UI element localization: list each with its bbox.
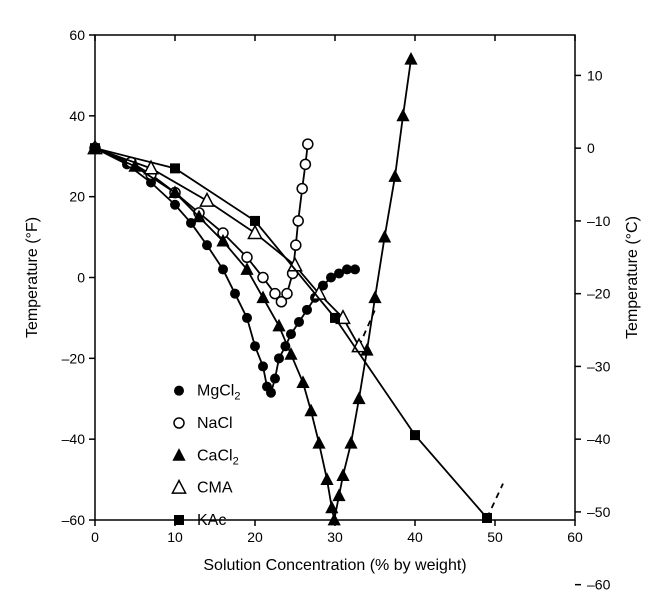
x-tick-label: 10 (167, 529, 183, 545)
yr-tick-label: –20 (587, 286, 611, 302)
yr-tick-label: 10 (587, 67, 603, 83)
yl-tick-label: –20 (62, 350, 86, 366)
y-axis-right-title: Temperature (°C) (624, 216, 641, 339)
x-tick-label: 60 (567, 529, 583, 545)
yl-tick-label: –40 (62, 431, 86, 447)
legend-label: NaCl (197, 415, 233, 432)
yl-tick-label: 20 (69, 189, 85, 205)
x-tick-label: 50 (487, 529, 503, 545)
yr-tick-label: –60 (587, 577, 611, 593)
yl-tick-label: –60 (62, 512, 86, 528)
yr-tick-label: –30 (587, 358, 611, 374)
yr-tick-label: –50 (587, 504, 611, 520)
yl-tick-label: 40 (69, 108, 85, 124)
x-tick-label: 20 (247, 529, 263, 545)
legend-label: KAc (197, 512, 226, 529)
legend-label: CaCl2 (197, 447, 239, 467)
x-axis-title: Solution Concentration (% by weight) (203, 557, 466, 574)
y-axis-left-title: Temperature (°F) (24, 217, 41, 338)
x-tick-label: 40 (407, 529, 423, 545)
yl-tick-label: 0 (77, 270, 85, 286)
yr-tick-label: –40 (587, 431, 611, 447)
yr-tick-label: –10 (587, 213, 611, 229)
x-tick-label: 0 (91, 529, 99, 545)
yr-tick-label: 0 (587, 140, 595, 156)
x-tick-label: 30 (327, 529, 343, 545)
legend-label: MgCl2 (197, 383, 240, 403)
yl-tick-label: 60 (69, 27, 85, 43)
legend-label: CMA (197, 480, 233, 497)
